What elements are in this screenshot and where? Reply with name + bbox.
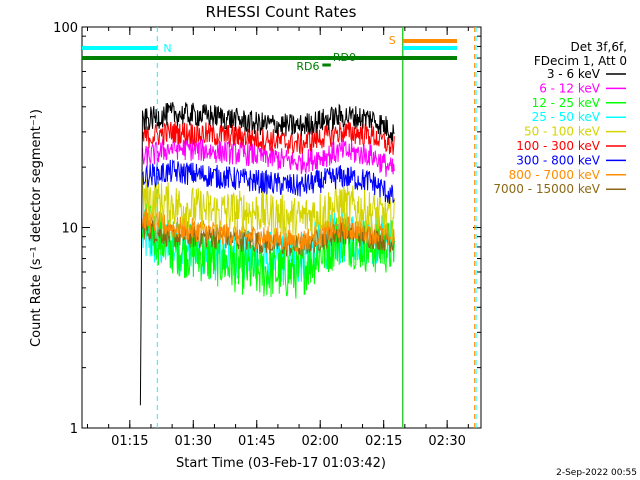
x-tick-label: 01:45 [238,434,275,449]
series-line [142,177,395,241]
y-tick-label: 10 [61,222,78,237]
series-line [142,208,395,253]
x-tick-label: 01:30 [175,434,212,449]
x-tick-label: 01:15 [111,434,148,449]
legend-label: 300 - 800 keV [516,153,600,167]
plot-area: 01:15 01:30 01:45 02:00 02:15 02:30 1 10 100 N S RD… [53,21,482,449]
series-line [142,203,395,299]
series-line [142,159,395,204]
legend-label: 800 - 7000 keV [509,168,601,182]
n-label: N [163,42,171,55]
legend-header-line-1: Det 3f,6f, [571,40,628,54]
x-tick-label: 02:30 [428,434,465,449]
legend-label: 7000 - 15000 keV [493,182,600,196]
y-tick-label: 1 [70,422,78,437]
legend-label: 50 - 100 keV [524,125,601,139]
s-label: S [389,34,396,47]
legend-label: 12 - 25 keV [532,96,601,110]
legend-header-line-2: FDecim 1, Att 0 [534,54,627,68]
rd6-label: RD6 [296,60,319,73]
legend-label: 25 - 50 keV [532,110,601,124]
x-tick-label: 02:00 [301,434,338,449]
rd0-label: RD0 [333,51,356,64]
x-tick-label: 02:15 [365,434,402,449]
y-tick-label: 100 [53,21,78,36]
footer-date: 2-Sep-2022 00:55 [556,468,637,478]
series-line [142,121,395,155]
chart-title: RHESSI Count Rates [206,3,357,21]
series-line [139,102,395,406]
legend-label: 100 - 300 keV [516,139,600,153]
legend-label: 6 - 12 keV [539,81,601,95]
series-line [142,136,395,177]
legend-label: 3 - 6 keV [547,67,601,81]
x-axis-label: Start Time (03-Feb-17 01:03:42) [176,456,386,471]
y-axis-label: Count Rate (s⁻¹ detector segment⁻¹) [29,109,44,347]
